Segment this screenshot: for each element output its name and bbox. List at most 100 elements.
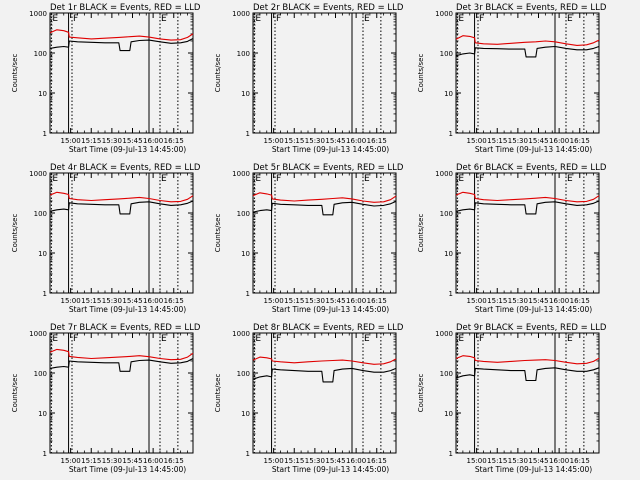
x-tick-label: 15:15 xyxy=(81,457,101,465)
lld-series-line xyxy=(49,348,194,361)
y-tick-label: 100 xyxy=(237,370,250,378)
plot-frame xyxy=(252,172,397,294)
panel-title: Det 2r BLACK = Events, RED = LLD xyxy=(253,3,404,13)
marker-label: F xyxy=(73,174,78,184)
detector-panel-2: Det 2r BLACK = Events, RED = LLD 1 10 100 10… xyxy=(214,3,404,154)
x-tick-label: 16:15 xyxy=(570,297,590,305)
y-tick-label: 1000 xyxy=(232,330,250,338)
x-tick-label: 15:30 xyxy=(305,297,325,305)
x-tick-label: 15:00 xyxy=(61,457,81,465)
marker-label: E xyxy=(458,14,464,24)
plot-frame xyxy=(455,332,600,454)
x-tick-label: 15:00 xyxy=(61,137,81,145)
marker-label: E xyxy=(52,334,58,344)
x-tick-label: 15:15 xyxy=(284,297,304,305)
x-tick-label: 15:00 xyxy=(467,457,487,465)
x-tick-label: 16:00 xyxy=(143,457,163,465)
events-series-line xyxy=(455,367,600,382)
lld-series-line xyxy=(252,192,397,203)
y-axis-label: Counts/sec xyxy=(417,54,425,93)
x-tick-label: 15:15 xyxy=(487,137,507,145)
x-axis-label: Start Time (09-Jul-13 14:45:00) xyxy=(69,145,186,154)
marker-label: E xyxy=(161,14,167,24)
x-axis-label: Start Time (09-Jul-13 14:45:00) xyxy=(69,465,186,474)
lld-series-line xyxy=(49,29,194,41)
x-tick-label: 16:15 xyxy=(164,297,184,305)
marker-label: E xyxy=(458,334,464,344)
x-axis-label: Start Time (09-Jul-13 14:45:00) xyxy=(69,305,186,314)
x-tick-label: 16:15 xyxy=(367,297,387,305)
y-axis-label: Counts/sec xyxy=(11,374,19,413)
y-tick-label: 1 xyxy=(246,130,250,138)
panel-title: Det 4r BLACK = Events, RED = LLD xyxy=(50,163,201,173)
x-tick-label: 16:00 xyxy=(549,457,569,465)
x-tick-label: 15:30 xyxy=(508,297,528,305)
lld-series-line xyxy=(49,191,194,203)
x-tick-label: 15:00 xyxy=(61,297,81,305)
y-tick-label: 100 xyxy=(440,50,453,58)
events-series-line xyxy=(252,200,397,216)
x-tick-label: 16:15 xyxy=(164,137,184,145)
x-tick-label: 15:15 xyxy=(81,297,101,305)
x-tick-label: 15:15 xyxy=(284,137,304,145)
marker-label: E xyxy=(255,334,261,344)
marker-label: F xyxy=(73,14,78,24)
plot-frame xyxy=(252,332,397,454)
x-tick-label: 15:45 xyxy=(325,297,345,305)
detector-panel-3: Det 3r BLACK = Events, RED = LLD 1 10 100 10… xyxy=(417,3,607,154)
y-tick-label: 1000 xyxy=(29,170,47,178)
x-tick-label: 16:15 xyxy=(570,137,590,145)
x-tick-label: 15:30 xyxy=(305,137,325,145)
detector-panel-4: Det 4r BLACK = Events, RED = LLD 1 10 100 10… xyxy=(11,163,201,314)
panel-title: Det 5r BLACK = Events, RED = LLD xyxy=(253,163,404,173)
x-axis-label: Start Time (09-Jul-13 14:45:00) xyxy=(475,145,592,154)
y-tick-label: 1000 xyxy=(232,10,250,18)
y-tick-label: 10 xyxy=(38,410,47,418)
x-axis-label: Start Time (09-Jul-13 14:45:00) xyxy=(272,305,389,314)
marker-label: E xyxy=(364,14,370,24)
y-tick-label: 10 xyxy=(38,250,47,258)
x-tick-label: 15:45 xyxy=(528,137,548,145)
y-axis-label: Counts/sec xyxy=(214,54,222,93)
x-tick-label: 16:00 xyxy=(346,137,366,145)
y-tick-label: 1 xyxy=(449,130,453,138)
panel-title: Det 1r BLACK = Events, RED = LLD xyxy=(50,3,201,13)
x-tick-label: 15:00 xyxy=(467,297,487,305)
y-tick-label: 10 xyxy=(241,90,250,98)
x-axis-label: Start Time (09-Jul-13 14:45:00) xyxy=(272,145,389,154)
panel-title: Det 8r BLACK = Events, RED = LLD xyxy=(253,323,404,333)
y-tick-label: 100 xyxy=(34,370,47,378)
x-tick-label: 15:15 xyxy=(81,137,101,145)
y-tick-label: 1 xyxy=(449,450,453,458)
x-tick-label: 16:15 xyxy=(164,457,184,465)
y-tick-label: 100 xyxy=(237,210,250,218)
x-tick-label: 15:15 xyxy=(487,457,507,465)
events-series-line xyxy=(49,38,194,52)
y-tick-label: 100 xyxy=(440,210,453,218)
y-tick-label: 10 xyxy=(241,410,250,418)
y-axis-label: Counts/sec xyxy=(11,54,19,93)
marker-label: E xyxy=(161,174,167,184)
y-tick-label: 10 xyxy=(444,410,453,418)
x-tick-label: 16:15 xyxy=(570,457,590,465)
x-tick-label: 16:00 xyxy=(143,137,163,145)
lld-series-line xyxy=(455,191,600,203)
x-tick-label: 15:45 xyxy=(122,297,142,305)
marker-label: E xyxy=(364,174,370,184)
detector-panel-8: Det 8r BLACK = Events, RED = LLD 1 10 100 10… xyxy=(214,323,404,474)
marker-label: E xyxy=(567,334,573,344)
marker-label: E xyxy=(52,14,58,24)
y-tick-label: 10 xyxy=(241,250,250,258)
x-tick-label: 16:00 xyxy=(346,297,366,305)
x-tick-label: 15:30 xyxy=(102,457,122,465)
marker-label: E xyxy=(255,174,261,184)
x-tick-label: 15:45 xyxy=(122,137,142,145)
y-tick-label: 100 xyxy=(34,50,47,58)
y-tick-label: 1 xyxy=(43,450,47,458)
x-tick-label: 16:15 xyxy=(367,457,387,465)
plot-frame xyxy=(49,332,194,454)
panel-title: Det 3r BLACK = Events, RED = LLD xyxy=(456,3,607,13)
y-tick-label: 1000 xyxy=(435,10,453,18)
x-tick-label: 15:45 xyxy=(325,137,345,145)
marker-label: E xyxy=(567,14,573,24)
